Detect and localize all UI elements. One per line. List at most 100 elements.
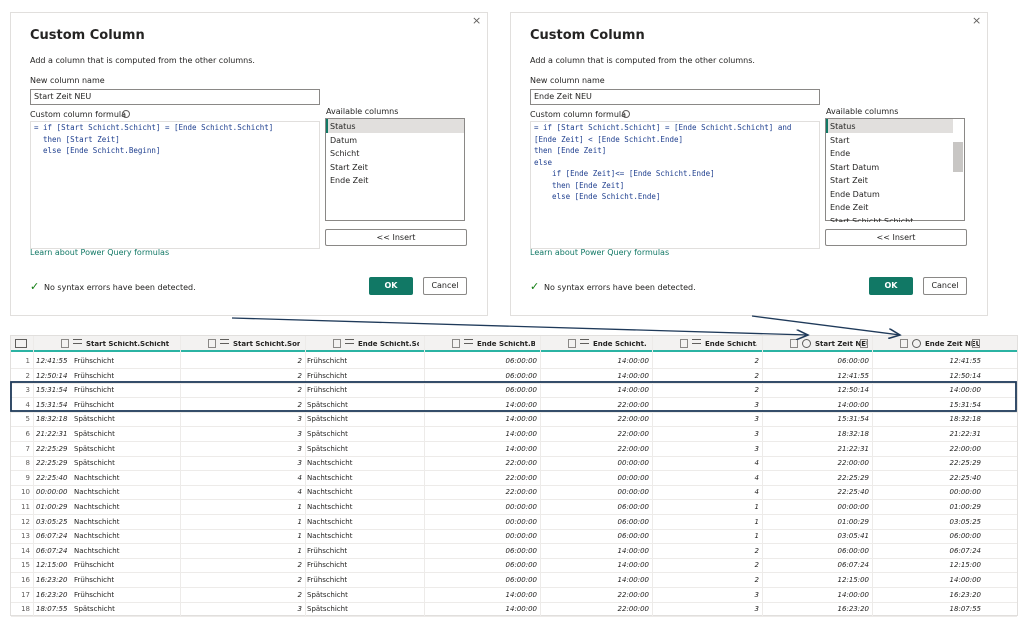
cell: 4: [297, 488, 302, 497]
cell: 22:25:29: [36, 459, 68, 468]
column-header[interactable]: Ende Schicht.Beginn: [477, 341, 535, 348]
cell: 14:00:00: [505, 444, 537, 453]
column-item[interactable]: Start Zeit: [330, 162, 368, 172]
ok-button[interactable]: [369, 277, 413, 295]
arrow: [751, 315, 900, 335]
filter-dropdown[interactable]: [680, 339, 688, 348]
cell: 18:07:55: [36, 605, 68, 614]
available-label: Available columns: [326, 107, 399, 116]
cell: Nachtschicht: [307, 532, 353, 541]
ok-button[interactable]: [869, 277, 913, 295]
cell: Spätschicht: [74, 415, 115, 424]
cell: Spätschicht: [307, 430, 348, 438]
column-item[interactable]: Start Zeit: [830, 176, 868, 185]
column-separator: [424, 336, 425, 616]
cell: 22:00:00: [617, 444, 649, 453]
column-item[interactable]: Ende Zeit: [330, 176, 369, 185]
cell: Frühschicht: [307, 371, 348, 380]
cell: 00:00:00: [949, 488, 981, 497]
sort-dropdown[interactable]: [972, 339, 980, 348]
row-number: 4: [25, 400, 30, 409]
filter-dropdown[interactable]: [452, 339, 460, 348]
column-header[interactable]: Start Zeit NEU: [815, 341, 867, 348]
name-input[interactable]: [30, 89, 320, 105]
learn-link[interactable]: Learn about Power Query formulas: [530, 248, 670, 257]
cell: 3: [754, 415, 759, 424]
filter-dropdown[interactable]: [900, 339, 908, 348]
formula-editor[interactable]: [530, 121, 820, 249]
column-header[interactable]: Ende Zeit NEU: [925, 341, 979, 348]
insert-button[interactable]: [825, 229, 967, 246]
cell: 12:15:00: [949, 561, 981, 570]
cell: 22:25:29: [949, 459, 981, 468]
formula-label: Custom column formula: [30, 110, 127, 119]
column-header[interactable]: Ende Schicht.Sort: [705, 341, 757, 348]
cell: 00:00:00: [505, 517, 537, 526]
cell: 00:00:00: [617, 488, 649, 497]
filter-dropdown[interactable]: [208, 339, 216, 348]
column-header[interactable]: Ende Schicht.Ende: [593, 341, 647, 348]
column-header[interactable]: Start Schicht.Schicht: [86, 341, 170, 348]
filter-dropdown[interactable]: [333, 339, 341, 348]
cell: Frühschicht: [74, 371, 115, 380]
cell: Spätschicht: [74, 444, 115, 453]
sort-dropdown[interactable]: [860, 339, 868, 348]
column-header[interactable]: Start Schicht.Sort: [233, 341, 300, 348]
info-icon: [122, 110, 130, 118]
filter-dropdown[interactable]: [61, 339, 69, 348]
row-number: 11: [21, 503, 30, 511]
column-item[interactable]: Start Schicht.Schicht: [830, 218, 913, 222]
cell: 2: [297, 400, 302, 409]
cell: 1: [297, 532, 302, 541]
column-item[interactable]: Datum: [330, 135, 358, 145]
name-value: Start Zeit NEU: [34, 92, 92, 101]
column-item[interactable]: Ende: [830, 149, 851, 158]
cell: 06:07:24: [949, 546, 981, 555]
cell: 14:00:00: [617, 546, 649, 555]
row-line: [11, 470, 1017, 472]
description: Add a column that is computed from the o…: [30, 56, 255, 65]
formula-editor[interactable]: [30, 121, 320, 249]
cell: 12:50:14: [36, 371, 68, 380]
cell: 21:22:31: [36, 430, 68, 438]
cell: 12:50:14: [949, 371, 981, 380]
formula-line: else [Ende Schicht.Beginn]: [34, 146, 161, 155]
insert-button[interactable]: [325, 229, 467, 246]
column-item[interactable]: Status: [330, 122, 356, 131]
close-button[interactable]: ×: [972, 14, 982, 27]
column-list[interactable]: [825, 118, 965, 221]
column-item[interactable]: Ende Datum: [830, 189, 880, 199]
row-line: [11, 557, 1017, 559]
name-input[interactable]: [530, 89, 820, 105]
selected-item: [826, 119, 953, 133]
close-button[interactable]: ×: [472, 14, 482, 27]
cell: 14:00:00: [617, 386, 649, 395]
column-item[interactable]: Status: [830, 122, 856, 131]
learn-link[interactable]: Learn about Power Query formulas: [30, 248, 170, 257]
cell: 14:00:00: [949, 576, 981, 584]
cell: 14:00:00: [505, 415, 537, 424]
cell: Nachtschicht: [307, 488, 353, 497]
column-header[interactable]: Ende Schicht.Schicht: [358, 341, 419, 348]
filter-dropdown[interactable]: [568, 339, 576, 348]
cancel-button[interactable]: [423, 277, 467, 295]
dialog: [510, 12, 988, 316]
cell: Frühschicht: [74, 386, 115, 395]
filter-dropdown[interactable]: [790, 339, 798, 348]
row-number: 17: [21, 590, 30, 599]
cell: 06:00:00: [505, 576, 537, 584]
column-item[interactable]: Start: [830, 135, 850, 145]
column-item[interactable]: Ende Zeit: [830, 203, 869, 212]
column-item[interactable]: Start Datum: [830, 162, 880, 172]
cancel-button[interactable]: [923, 277, 967, 295]
table-menu[interactable]: [15, 339, 27, 348]
cell: Nachtschicht: [307, 473, 353, 482]
column-list[interactable]: [325, 118, 465, 221]
column-separator: [33, 336, 34, 616]
type-icon: [345, 339, 354, 348]
type-icon: [220, 339, 229, 348]
column-item[interactable]: Schicht: [330, 149, 360, 158]
cell: 12:41:55: [36, 357, 68, 365]
row-line: [11, 397, 1017, 399]
row-number: 1: [25, 357, 30, 365]
